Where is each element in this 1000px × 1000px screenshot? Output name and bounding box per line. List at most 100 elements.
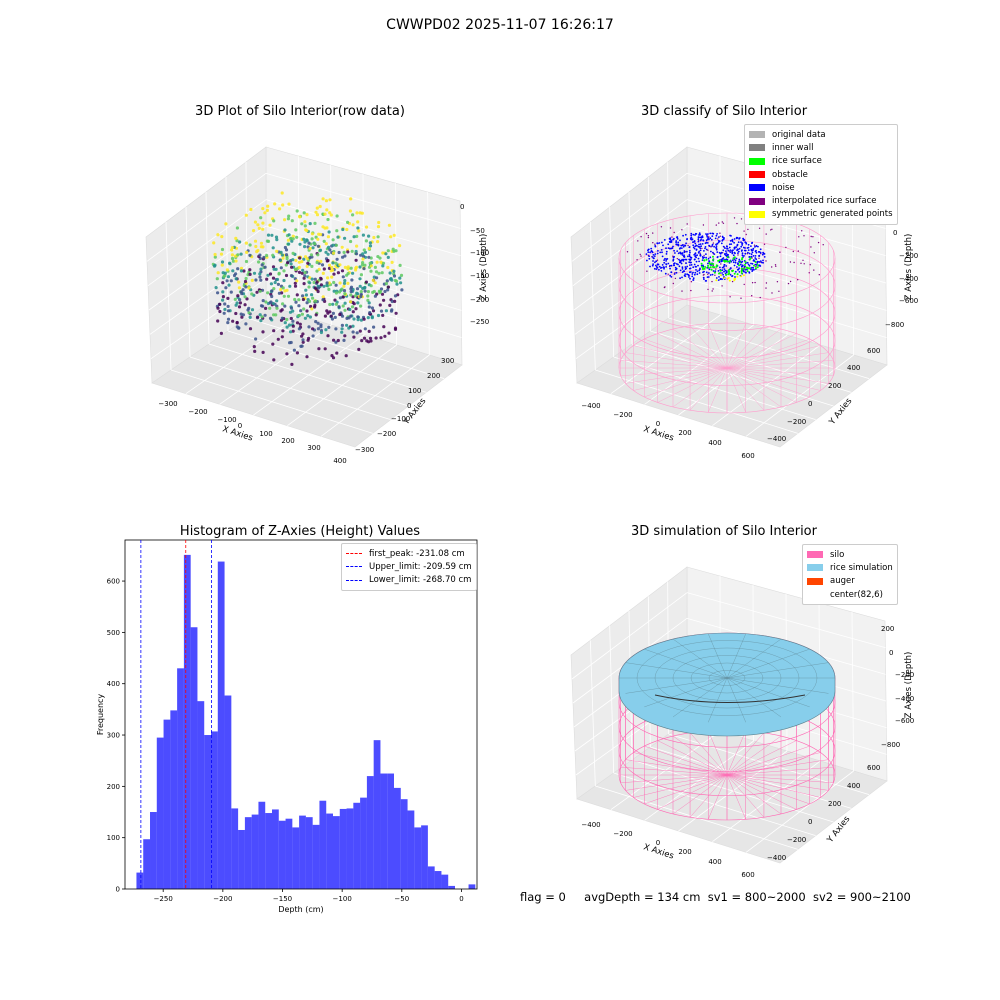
noise-point: [656, 252, 659, 255]
noise-point: [711, 235, 714, 237]
noise-point: [689, 251, 691, 254]
data-point: [371, 278, 375, 282]
noise-point: [731, 251, 734, 254]
noise-point: [658, 242, 661, 244]
noise-point: [670, 264, 673, 267]
noise-point: [746, 268, 748, 271]
legend-entry: Lower_limit: -268.70 cm: [346, 574, 472, 587]
sv2-text: sv2 = 900~2100: [812, 890, 911, 904]
noise-point: [692, 266, 695, 269]
data-point: [244, 241, 248, 245]
data-point: [310, 307, 314, 311]
rice-surface-point: [709, 266, 712, 269]
noise-point: [699, 249, 702, 252]
rice-surface-point: [712, 258, 714, 261]
noise-point: [694, 265, 697, 268]
x-tick-label: −150: [273, 895, 292, 903]
interpolated-point: [703, 273, 705, 276]
y-tick-label: 0: [116, 886, 120, 894]
noise-point: [708, 268, 711, 271]
interpolated-point: [779, 251, 781, 253]
data-point: [250, 292, 254, 296]
noise-point: [757, 245, 759, 248]
data-point: [399, 281, 403, 285]
z-tick-label: 0: [889, 649, 893, 657]
data-point: [265, 277, 269, 281]
data-point: [358, 284, 362, 288]
noise-point: [683, 250, 686, 252]
y-tick-label: −100: [391, 415, 410, 423]
data-point: [212, 264, 217, 268]
interpolated-point: [740, 218, 743, 220]
data-point: [349, 285, 354, 289]
interpolated-point: [652, 232, 654, 234]
silo-floor-spoke: [625, 774, 728, 791]
histogram-chart[interactable]: −250 −200 −150 −100 −50 0 0 100 200 300 400 500 600 D…: [80, 530, 490, 920]
rice-simulation-surface: [618, 632, 836, 737]
simulation-3d-plot[interactable]: −400 −200 0 200 400 600 −400 −200 0 200 400 600 200 0…: [555, 545, 925, 885]
noise-point: [669, 274, 672, 277]
noise-point: [650, 247, 653, 250]
interpolated-point: [745, 233, 747, 236]
noise-point: [677, 263, 679, 266]
silo-floor-spoke: [689, 325, 728, 369]
interpolated-point: [755, 265, 757, 268]
noise-point: [728, 262, 731, 264]
noise-point: [748, 264, 751, 267]
noise-point: [726, 258, 729, 261]
noise-point: [662, 244, 664, 247]
z-axis-label: Z Axies (Depth): [904, 234, 914, 301]
data-point: [242, 269, 246, 273]
noise-point: [706, 235, 709, 238]
noise-point: [679, 251, 682, 254]
data-point: [363, 289, 367, 293]
raw-3d-plot[interactable]: −300−200−1000100200300400−300−200−100010…: [130, 125, 500, 470]
data-point: [213, 252, 217, 257]
data-point: [244, 285, 248, 289]
histogram-bar: [400, 799, 408, 889]
interpolated-point: [797, 250, 799, 252]
data-point: [357, 347, 361, 351]
noise-point: [735, 257, 738, 260]
data-point: [318, 204, 322, 209]
silo-floor-spoke: [657, 774, 728, 810]
noise-point: [681, 254, 684, 256]
noise-point: [681, 252, 684, 254]
simulation-legend: silo rice simulation auger center(82,6): [802, 544, 898, 606]
noise-point: [741, 244, 744, 246]
noise-point: [672, 258, 675, 261]
noise-point: [718, 276, 720, 278]
data-point: [367, 301, 371, 305]
data-point: [236, 294, 240, 298]
data-point: [295, 279, 299, 283]
noise-point: [744, 249, 747, 252]
data-point: [321, 271, 325, 275]
data-point: [361, 261, 365, 265]
silo-floor-spoke: [644, 367, 728, 398]
data-point: [226, 275, 230, 279]
interpolated-point: [754, 281, 756, 284]
interpolated-point: [778, 290, 780, 292]
interpolated-point: [703, 254, 705, 257]
legend-label: rice surface: [772, 156, 822, 167]
silo-floor-spoke: [633, 774, 728, 798]
noise-point: [701, 259, 704, 261]
silo-floor-spoke: [620, 359, 728, 369]
grid-line: [686, 278, 887, 339]
data-point: [218, 309, 222, 314]
noise-point: [652, 263, 654, 266]
noise-point: [741, 252, 744, 255]
data-point: [335, 351, 339, 355]
data-point: [258, 272, 262, 276]
rice-surface-point: [707, 264, 709, 267]
data-point: [218, 302, 222, 306]
noise-point: [748, 252, 751, 255]
data-point: [261, 221, 265, 225]
histogram-bar: [190, 627, 198, 889]
interpolated-point: [810, 235, 812, 238]
data-point: [244, 259, 249, 264]
noise-point: [692, 244, 695, 247]
histogram-bar: [183, 554, 191, 889]
noise-point: [683, 256, 686, 258]
noise-point: [684, 244, 687, 247]
